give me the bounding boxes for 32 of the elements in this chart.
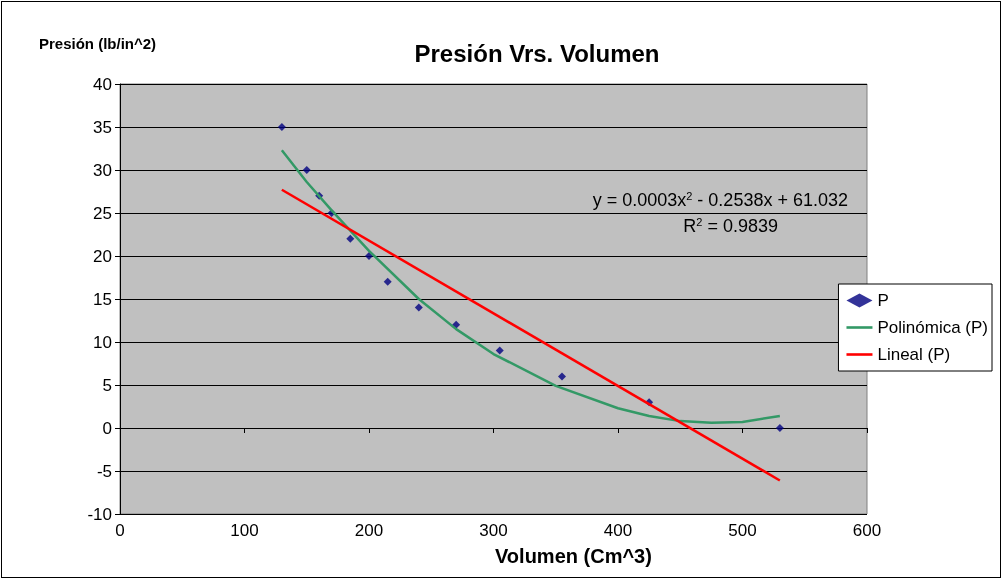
y-tick-label: 35 [93, 117, 112, 137]
y-tick-label: -5 [96, 461, 112, 481]
x-tick-label: 400 [603, 521, 633, 540]
x-tick-label: 500 [728, 521, 757, 540]
x-tick-label: 0 [115, 521, 125, 540]
y-axis-title: Presión (lb/in^2) [39, 35, 157, 52]
point [346, 234, 355, 243]
legend-label: Polinómica (P) [877, 318, 989, 337]
y-tick-label: 30 [93, 160, 112, 180]
x-axis-title: Volumen (Cm^3) [495, 545, 652, 567]
y-tick-label: 5 [102, 375, 112, 395]
point [557, 372, 566, 381]
y-tick-label: -10 [87, 504, 112, 524]
y-tick-label: 15 [93, 289, 112, 309]
x-tick-label: 300 [479, 521, 508, 540]
point [277, 123, 286, 131]
y-tick-label: 40 [93, 74, 112, 94]
y-tick-label: 25 [93, 203, 112, 223]
x-tick-label: 200 [354, 521, 384, 540]
point [383, 277, 392, 286]
y-tick-label: 0 [102, 418, 112, 438]
point [495, 346, 504, 355]
legend-label: P [877, 291, 889, 310]
y-tick-label: 20 [93, 246, 112, 266]
point [302, 166, 311, 174]
point [414, 303, 423, 312]
legend-label: Lineal (P) [877, 345, 951, 364]
point [775, 424, 784, 432]
x-tick-label: 100 [230, 521, 259, 540]
y-tick-label: 10 [93, 332, 112, 352]
chart-title: Presión Vrs. Volumen [414, 39, 660, 67]
x-tick-label: 600 [852, 521, 882, 540]
